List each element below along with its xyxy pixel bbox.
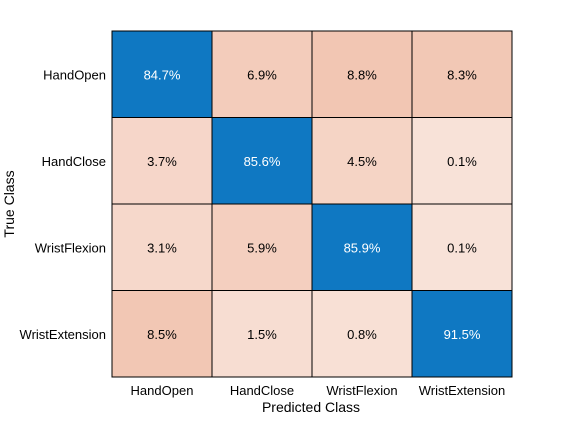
cell-value-label-r1-c1: 85.6% (244, 154, 281, 169)
cell-value-label-r2-c3: 0.1% (447, 240, 477, 255)
y-tick-label: HandClose (42, 154, 106, 169)
x-axis-label: Predicted Class (262, 399, 360, 415)
matrix-cell-r1-c0 (111, 117, 213, 205)
cell-value-label-r3-c2: 0.8% (347, 327, 377, 342)
matrix-cell-r0-c3 (411, 30, 513, 118)
y-tick-labels: HandOpen HandClose WristFlexion WristExtens… (20, 67, 106, 342)
cell-value-label-r2-c2: 85.9% (344, 240, 381, 255)
cell-value-label-r1-c3: 0.1% (447, 154, 477, 169)
x-tick-label: HandClose (230, 383, 294, 398)
matrix-cell-r0-c1 (211, 30, 313, 118)
matrix-cell-r0-c0 (111, 30, 213, 118)
y-tick-label: WristExtension (20, 327, 106, 342)
matrix-cell-r3-c0 (111, 290, 213, 378)
cell-value-label-r0-c0: 84.7% (144, 67, 181, 82)
matrix-cell-r1-c1 (211, 117, 313, 205)
matrix-cell-r2-c3 (411, 203, 513, 291)
cell-value-label-r0-c3: 8.3% (447, 67, 477, 82)
y-axis-label: True Class (1, 170, 17, 237)
cell-value-label-r3-c0: 8.5% (147, 327, 177, 342)
x-tick-label: HandOpen (131, 383, 194, 398)
y-tick-label: HandOpen (43, 67, 106, 82)
matrix-cell-r1-c3 (411, 117, 513, 205)
matrix-cell-r2-c1 (211, 203, 313, 291)
matrix-cell-r3-c3 (411, 290, 513, 378)
cell-labels-layer: 84.7% 6.9% 8.8% 8.3% 3.7% 85.6% 4.5% 0.1% 3.1% 5.… (144, 67, 481, 342)
matrix-cell-r3-c2 (311, 290, 413, 378)
cell-value-label-r3-c1: 1.5% (247, 327, 277, 342)
matrix-cell-r0-c2 (311, 30, 413, 118)
cell-value-label-r0-c2: 8.8% (347, 67, 377, 82)
cell-value-label-r1-c0: 3.7% (147, 154, 177, 169)
cell-value-label-r1-c2: 4.5% (347, 154, 377, 169)
x-tick-labels: HandOpen HandClose WristFlexion WristExtens… (131, 383, 506, 398)
x-tick-label: WristExtension (419, 383, 505, 398)
cell-value-label-r3-c3: 91.5% (444, 327, 481, 342)
y-tick-label: WristFlexion (35, 240, 106, 255)
cell-value-label-r2-c0: 3.1% (147, 240, 177, 255)
cells-layer (111, 30, 513, 378)
matrix-cell-r3-c1 (211, 290, 313, 378)
x-tick-label: WristFlexion (326, 383, 397, 398)
cell-value-label-r2-c1: 5.9% (247, 240, 277, 255)
cell-value-label-r0-c1: 6.9% (247, 67, 277, 82)
